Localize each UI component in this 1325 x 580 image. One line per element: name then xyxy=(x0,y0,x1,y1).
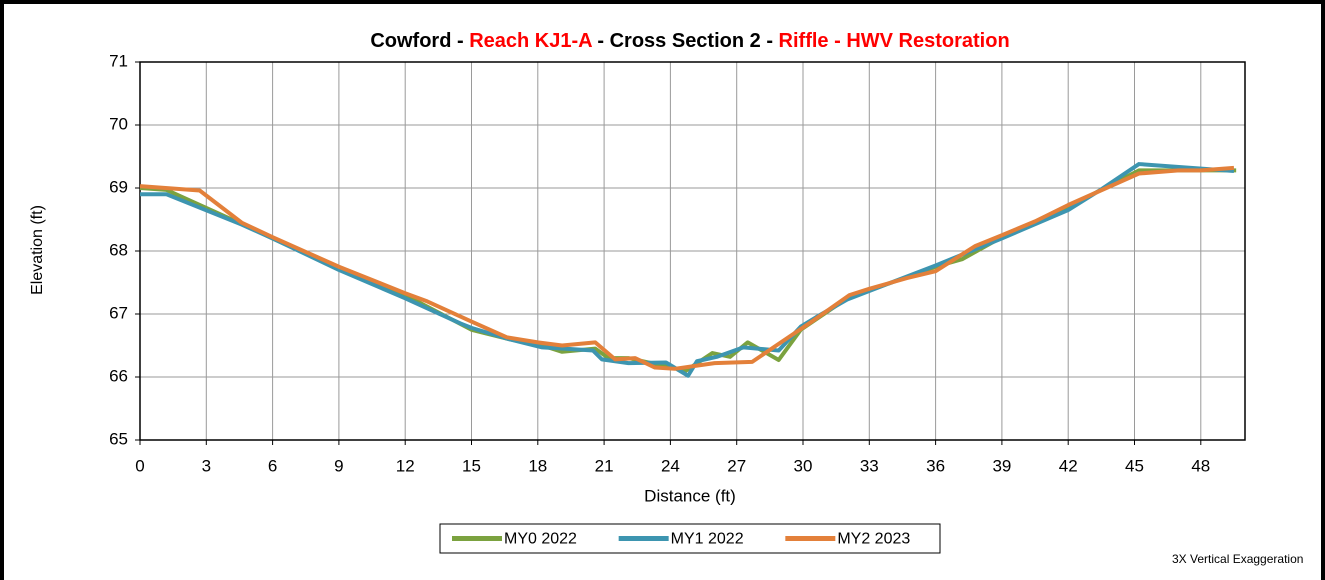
title-part: Reach KJ1-A xyxy=(469,30,592,52)
y-tick-label: 67 xyxy=(109,303,128,322)
y-tick-label: 69 xyxy=(109,177,128,196)
x-tick-label: 30 xyxy=(794,456,813,475)
x-tick-label: 0 xyxy=(135,456,144,475)
x-tick-label: 18 xyxy=(528,456,547,475)
x-tick-label: 15 xyxy=(462,456,481,475)
plot-border xyxy=(139,61,1246,441)
x-tick-label: 12 xyxy=(396,456,415,475)
x-tick-label: 45 xyxy=(1125,456,1144,475)
data-line xyxy=(139,165,1235,371)
x-axis-label: Distance (ft) xyxy=(644,486,736,505)
x-tick-label: 48 xyxy=(1191,456,1210,475)
x-tick-label: 24 xyxy=(661,456,680,475)
title-part: Cowford - xyxy=(370,30,469,52)
title-part: - Cross Section 2 - xyxy=(592,30,779,52)
y-tick-label: 70 xyxy=(109,114,128,133)
x-tick-label: 9 xyxy=(334,456,343,475)
legend-label: MY2 2023 xyxy=(837,531,910,548)
legend-label: MY1 2022 xyxy=(671,531,744,548)
x-tick-label: 6 xyxy=(268,456,277,475)
x-tick-label: 27 xyxy=(727,456,746,475)
annotation: 3X Vertical Exaggeration xyxy=(1172,552,1303,566)
x-tick-label: 39 xyxy=(992,456,1011,475)
x-tick-label: 36 xyxy=(926,456,945,475)
y-tick-label: 68 xyxy=(109,240,128,259)
x-tick-label: 3 xyxy=(202,456,211,475)
legend-box xyxy=(439,523,941,554)
chart-title: Cowford - Reach KJ1-A - Cross Section 2 … xyxy=(370,30,1009,52)
legend-label: MY0 2022 xyxy=(504,531,577,548)
x-tick-label: 33 xyxy=(860,456,879,475)
y-tick-label: 65 xyxy=(109,429,128,448)
y-tick-label: 66 xyxy=(109,366,128,385)
y-axis-label: Elevation (ft) xyxy=(29,205,46,295)
x-tick-label: 42 xyxy=(1059,456,1078,475)
title-part: Riffle - HWV Restoration xyxy=(779,30,1010,52)
y-tick-label: 71 xyxy=(109,51,128,70)
x-tick-label: 21 xyxy=(595,456,614,475)
